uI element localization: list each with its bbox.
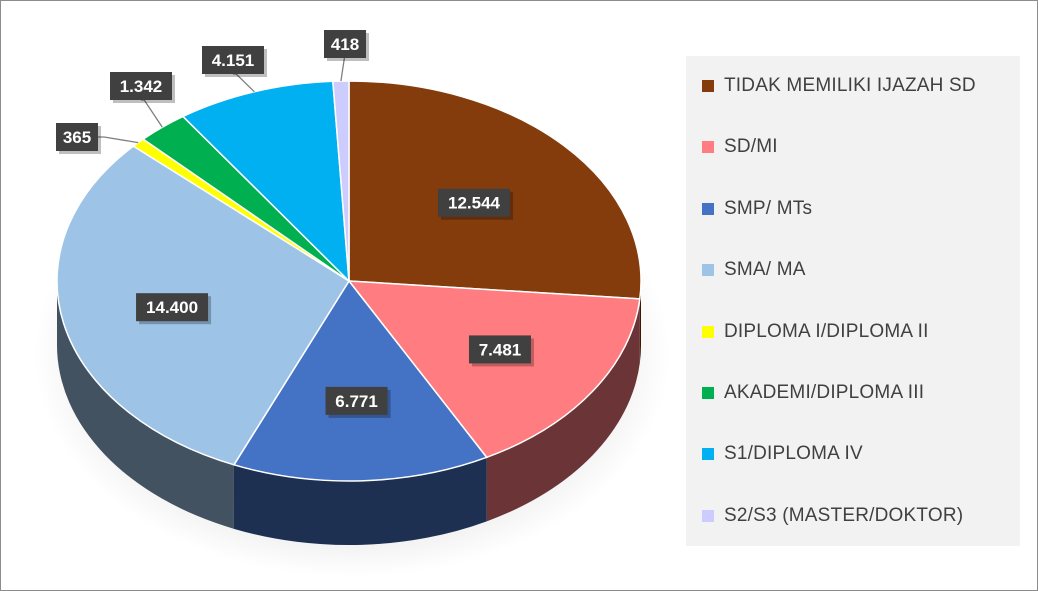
legend-swatch [702, 80, 714, 92]
legend-label: DIPLOMA I/DIPLOMA II [724, 320, 929, 342]
legend-label: S1/DIPLOMA IV [724, 443, 863, 465]
legend-item-sd-mi: SD/MI [702, 135, 778, 159]
legend-label: TIDAK MEMILIKI IJAZAH SD [724, 75, 976, 96]
legend-swatch [702, 264, 714, 277]
pie-slice-sd-mi [347, 280, 641, 459]
legend-swatch [702, 448, 714, 461]
data-label-box [202, 46, 264, 74]
pie-slice-smp-mts [232, 279, 488, 482]
data-label-box [324, 30, 366, 58]
leader-line-s2-s3 [340, 57, 346, 82]
pie-side-sma-ma [57, 281, 234, 529]
pie-side-smp-mts [233, 457, 487, 545]
legend: TIDAK MEMILIKI IJAZAH SD SD/MI SMP/ MTs SMA… [686, 56, 1020, 546]
data-label-tidak-memiliki-ijazah-sd: 12.544 [437, 188, 513, 220]
data-label-box [110, 72, 172, 100]
data-label-sd-mi: 7.481 [468, 335, 534, 367]
data-label-sma-ma: 14.400 [136, 293, 212, 325]
legend-item-diploma-i-ii: DIPLOMA I/DIPLOMA II [702, 320, 929, 344]
data-label-text: 14.400 [146, 298, 198, 317]
legend-label: SD/MI [724, 136, 778, 158]
data-label-s1-diploma-iv: 4.151 [202, 46, 267, 77]
legend-item-akademi-diploma-iii: AKADEMI/DIPLOMA III [702, 381, 924, 405]
data-label-diploma-i-ii: 365 [56, 123, 101, 154]
data-label-box [136, 293, 209, 322]
data-label-smp-mts: 6.771 [325, 386, 391, 418]
legend-swatch [702, 325, 714, 338]
data-label-text: 7.481 [479, 340, 522, 359]
leader-line-diploma-i-ii [98, 136, 139, 144]
legend-item-sma-ma: SMA/ MA [702, 258, 806, 282]
data-label-akademi-diploma-iii: 1.342 [110, 72, 175, 103]
legend-item-s1-diploma-iv: S1/DIPLOMA IV [702, 442, 863, 466]
leader-line-akademi-diploma-iii [141, 99, 163, 128]
data-label-s2-s3: 418 [324, 30, 369, 61]
legend-item-tidak-memiliki-ijazah-sd: TIDAK MEMILIKI IJAZAH SD [702, 74, 976, 98]
data-label-box [437, 188, 510, 217]
data-label-box [325, 386, 388, 415]
legend-swatch [702, 202, 714, 215]
legend-swatch [702, 509, 714, 522]
data-label-text: 4.151 [212, 51, 255, 70]
legend-label: S2/S3 (MASTER/DOKTOR) [724, 504, 964, 526]
legend-label: AKADEMI/DIPLOMA III [724, 382, 925, 403]
legend-swatch [702, 141, 714, 154]
legend-label: SMA/ MA [724, 259, 806, 281]
data-label-text: 365 [63, 128, 91, 147]
legend-item-smp-mts: SMP/ MTs [702, 197, 812, 221]
data-label-text: 6.771 [335, 392, 378, 411]
pie-slice-s2-s3 [332, 80, 350, 282]
pie-side-sd-mi [486, 298, 640, 522]
data-label-text: 1.342 [120, 77, 163, 96]
data-label-text: 12.544 [448, 194, 501, 213]
data-label-text: 418 [331, 35, 359, 54]
legend-label: SMP/ MTs [724, 197, 813, 219]
legend-item-s2-s3: S2/S3 (MASTER/DOKTOR) [702, 504, 963, 528]
legend-swatch [702, 387, 714, 399]
data-label-box [468, 335, 531, 364]
data-label-box [56, 123, 98, 151]
